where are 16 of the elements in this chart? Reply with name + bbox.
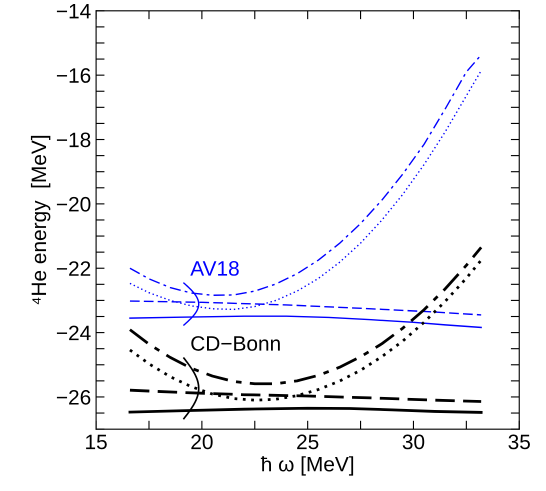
- y-tick-label: −20: [56, 196, 90, 212]
- y-axis-title: ⁴He energy [MeV]: [30, 136, 50, 304]
- y-tick-label: −22: [56, 261, 90, 276]
- y-tick-label: −24: [56, 326, 91, 340]
- x-tick-label: 30: [402, 434, 424, 450]
- y-tick-label: −18: [56, 132, 90, 148]
- y-tick-label: −26: [56, 390, 90, 405]
- x-tick-label: 35: [508, 434, 530, 450]
- x-tick-label: 20: [191, 434, 213, 450]
- x-tick-label: 25: [297, 434, 318, 450]
- x-axis-title: ħ ω [MeV]: [260, 456, 354, 476]
- y-tick-label: −16: [56, 68, 90, 83]
- annotation: CD−Bonn: [191, 336, 280, 351]
- annotation: AV18: [190, 261, 239, 276]
- y-tick-label: −14: [56, 4, 91, 18]
- x-tick-label: 15: [86, 434, 107, 450]
